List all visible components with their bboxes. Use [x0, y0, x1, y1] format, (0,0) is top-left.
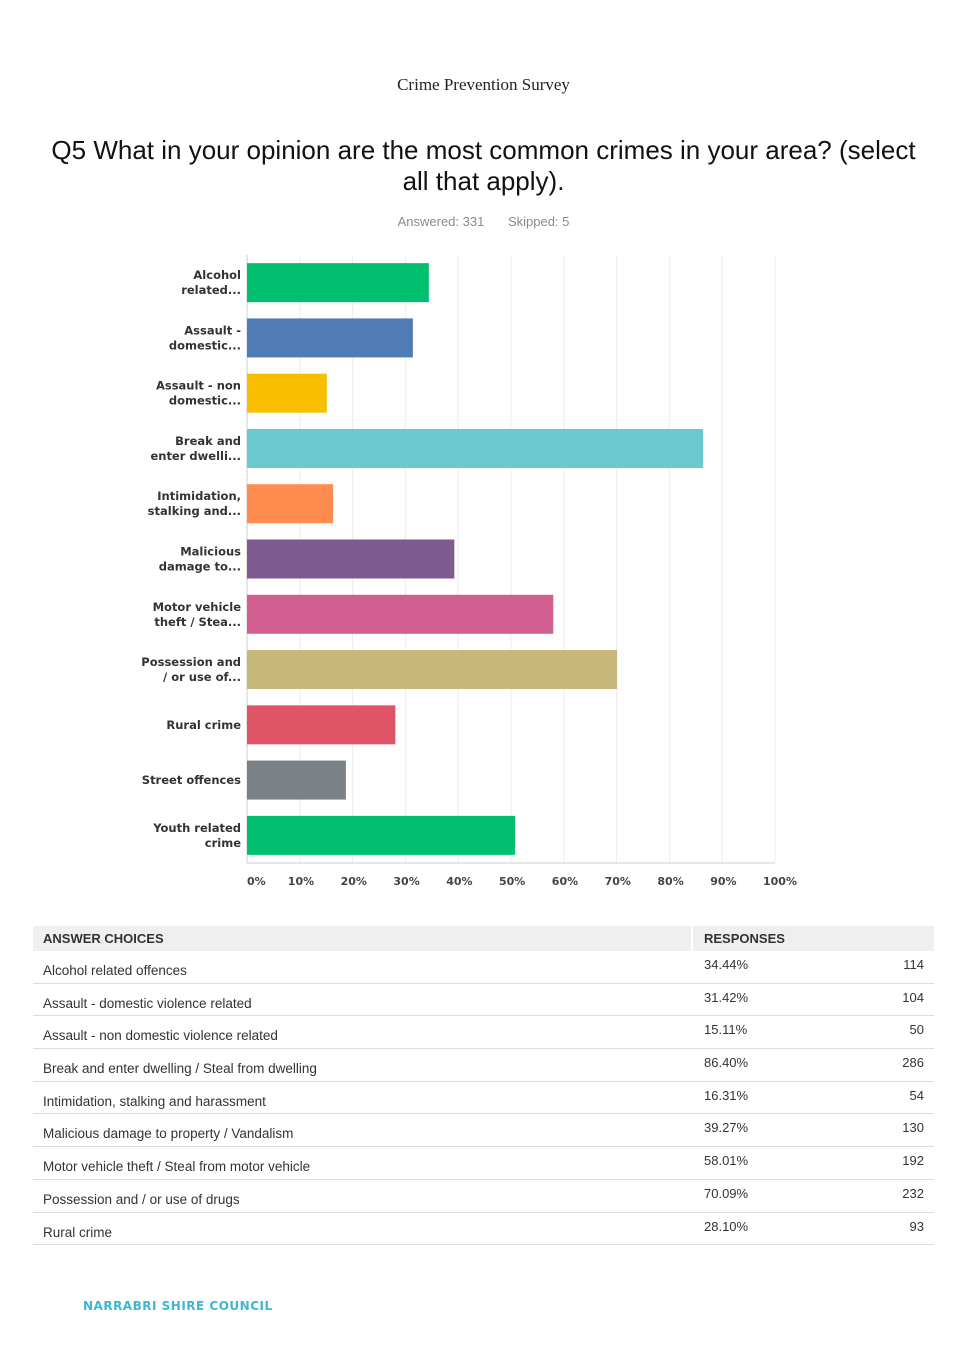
category-label: Assault - non [156, 379, 241, 393]
header-responses: RESPONSES [704, 931, 785, 946]
table-row: Assault - domestic violence related 31.42… [33, 984, 934, 1017]
table-header: ANSWER CHOICES RESPONSES [33, 926, 934, 951]
bar [247, 484, 334, 524]
question-title: Q5 What in your opinion are the most com… [51, 135, 916, 196]
answer-choice: Alcohol related offences [43, 963, 187, 978]
x-tick-label: 40% [446, 875, 472, 888]
answer-choice: Rural crime [43, 1224, 113, 1240]
response-percent: 39.27% [704, 1120, 749, 1136]
x-tick-label: 50% [499, 875, 525, 888]
bar [247, 263, 429, 303]
x-tick-label: 30% [393, 875, 419, 888]
response-count: 130 [902, 1120, 924, 1136]
x-tick-label: 10% [288, 875, 314, 888]
category-label: Intimidation, [157, 489, 241, 503]
answer-choice: Motor vehicle theft / Steal from motor v… [43, 1159, 311, 1175]
answer-choice: Assault - non domestic violence related [43, 1028, 278, 1044]
table-row: Assault - non domestic violence related 1… [33, 1016, 934, 1050]
x-tick-label: 60% [552, 875, 578, 888]
bar [247, 539, 455, 579]
answer-choice: Intimidation, stalking and harassment [43, 1093, 266, 1109]
category-label: domestic... [169, 338, 241, 352]
document-title: Crime Prevention Survey [397, 75, 570, 94]
responses-table: ANSWER CHOICES RESPONSES Alcohol related… [33, 926, 934, 1246]
category-label: enter dwelli... [150, 449, 241, 463]
category-label: Alcohol [193, 268, 241, 282]
bar [247, 594, 554, 634]
bar [247, 705, 396, 745]
response-percent: 31.42% [704, 989, 749, 1005]
category-label: Possession and [141, 655, 241, 669]
response-count: 232 [902, 1185, 924, 1201]
category-label: Rural crime [166, 718, 241, 732]
category-label: Malicious [180, 545, 241, 559]
response-percent: 58.01% [704, 1153, 749, 1169]
category-label: stalking and... [148, 504, 241, 518]
answer-choice: Possession and / or use of drugs [43, 1191, 240, 1207]
x-tick-label: 100% [763, 875, 797, 888]
category-label: related... [181, 283, 241, 297]
category-label: domestic... [169, 394, 241, 408]
table-row: Possession and / or use of drugs 70.09% 23… [33, 1180, 934, 1213]
category-label: Motor vehicle [153, 600, 242, 614]
category-label: Youth related [152, 821, 241, 835]
response-count: 104 [902, 989, 924, 1005]
answer-choice: Break and enter dwelling / Steal from dw… [43, 1061, 317, 1077]
bar [247, 318, 413, 358]
table-row: Malicious damage to property / Vandalism… [33, 1114, 934, 1148]
x-tick-label: 0% [247, 875, 266, 888]
x-tick-label: 70% [605, 875, 631, 888]
category-label: Break and [175, 434, 241, 448]
response-count: 50 [909, 1022, 924, 1038]
category-label: / or use of... [163, 670, 241, 684]
answer-choice: Assault - domestic violence related [43, 995, 252, 1011]
table-body: Alcohol related offences 34.44% 114 Assault… [33, 951, 934, 1246]
bar [247, 373, 327, 413]
category-label: damage to... [159, 560, 241, 574]
response-percent: 15.11% [704, 1022, 748, 1038]
category-label: Assault - [184, 323, 241, 337]
category-label: crime [205, 836, 241, 850]
response-count: 192 [902, 1153, 924, 1169]
response-count: 93 [909, 1218, 924, 1234]
response-stats: Answered: 331 Skipped: 5 [0, 214, 967, 229]
header-answer-choices: ANSWER CHOICES [33, 926, 693, 951]
bar [247, 760, 346, 800]
response-count: 54 [909, 1087, 924, 1103]
x-tick-label: 80% [657, 875, 683, 888]
bar [247, 815, 516, 855]
response-percent: 28.10% [704, 1218, 749, 1234]
table-row: Rural crime 28.10% 93 [33, 1213, 934, 1246]
table-row: Alcohol related offences 34.44% 114 [33, 951, 934, 984]
response-count: 114 [903, 957, 924, 972]
answer-choice: Malicious damage to property / Vandalism [43, 1126, 294, 1142]
bar [247, 428, 704, 468]
response-percent: 16.31% [704, 1087, 749, 1103]
skipped-count: Skipped: 5 [507, 214, 570, 229]
table-row: Motor vehicle theft / Steal from motor v… [33, 1147, 934, 1180]
table-row: Break and enter dwelling / Steal from dw… [33, 1049, 934, 1082]
category-label: Street offences [142, 773, 241, 787]
response-percent: 70.09% [704, 1185, 749, 1201]
council-logo-text: NARRABRI SHIRE COUNCIL [83, 1299, 273, 1313]
response-percent: 86.40% [704, 1055, 749, 1071]
category-label: theft / Stea... [154, 615, 241, 629]
x-tick-label: 20% [341, 875, 367, 888]
bar [247, 650, 618, 690]
response-percent: 34.44% [704, 957, 749, 972]
x-tick-label: 90% [710, 875, 736, 888]
table-row: Intimidation, stalking and harassment 16.… [33, 1082, 934, 1115]
response-count: 286 [902, 1055, 924, 1071]
answered-count: Answered: 331 [397, 214, 485, 229]
